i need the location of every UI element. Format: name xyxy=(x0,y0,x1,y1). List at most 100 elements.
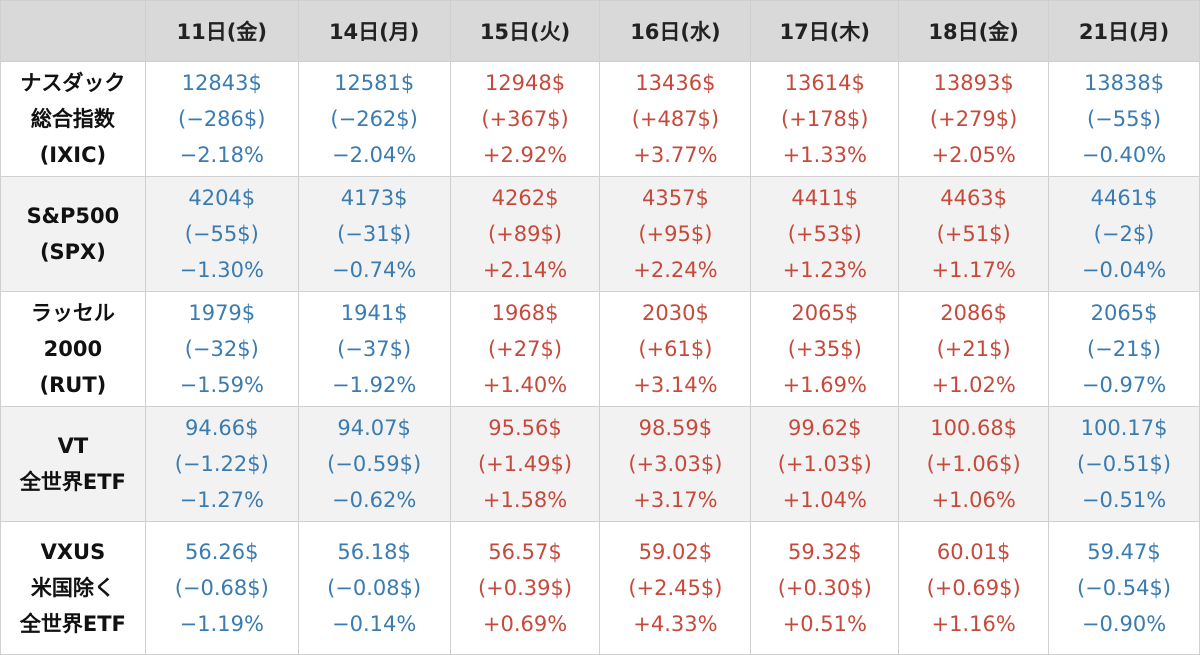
change-percent: +4.33% xyxy=(633,612,718,636)
change-value: (+1.03$) xyxy=(777,452,872,476)
row-label-line: (SPX) xyxy=(39,240,106,264)
change-value: (+53$) xyxy=(787,222,862,246)
column-header: 18日(金) xyxy=(898,0,1050,62)
column-header: 11日(金) xyxy=(144,0,299,62)
data-cell: 95.56$ (+1.49$) +1.58% xyxy=(449,406,601,522)
change-value: (−55$) xyxy=(184,222,259,246)
change-value: (−0.51$) xyxy=(1076,452,1172,476)
price-value: 95.56$ xyxy=(488,416,562,440)
row-label-line: 総合指数 xyxy=(30,107,115,131)
price-value: 4262$ xyxy=(491,186,559,210)
change-value: (+89$) xyxy=(487,222,563,246)
price-value: 94.66$ xyxy=(185,416,259,440)
row-label-line: 全世界ETF xyxy=(19,612,126,636)
price-value: 12581$ xyxy=(334,71,415,95)
data-cell: 12843$ (−286$) −2.18% xyxy=(144,61,299,177)
price-value: 94.07$ xyxy=(337,416,411,440)
change-value: (+0.69$) xyxy=(926,576,1021,600)
table-row-nasdaq: ナスダック 総合指数 (IXIC) 12843$ (−286$) −2.18% 12… xyxy=(0,61,1200,177)
table-row-vt: VT 全世界ETF 94.66$ (−1.22$) −1.27% 94.07$ (−0… xyxy=(0,406,1200,522)
data-cell: 1979$ (−32$) −1.59% xyxy=(144,291,299,407)
data-cell: 2030$ (+61$) +3.14% xyxy=(599,291,752,407)
price-value: 1968$ xyxy=(491,301,559,325)
change-percent: +1.69% xyxy=(782,373,867,397)
column-header: 14日(月) xyxy=(297,0,451,62)
change-percent: +0.51% xyxy=(782,612,867,636)
change-percent: +0.69% xyxy=(482,612,568,636)
price-value: 4357$ xyxy=(642,186,709,210)
change-percent: −1.92% xyxy=(331,373,417,397)
change-value: (−0.54$) xyxy=(1076,576,1172,600)
price-value: 13614$ xyxy=(784,71,865,95)
change-value: (−31$) xyxy=(337,222,412,246)
data-cell: 56.57$ (+0.39$) +0.69% xyxy=(449,521,601,655)
change-percent: −1.27% xyxy=(179,488,264,512)
change-value: (+0.30$) xyxy=(777,576,872,600)
data-cell: 59.32$ (+0.30$) +0.51% xyxy=(750,521,900,655)
price-value: 12948$ xyxy=(484,71,566,95)
change-percent: +1.40% xyxy=(482,373,568,397)
row-label: VXUS 米国除く 全世界ETF xyxy=(0,521,146,655)
price-value: 4463$ xyxy=(940,186,1008,210)
change-percent: +1.58% xyxy=(482,488,568,512)
data-cell: 13614$ (+178$) +1.33% xyxy=(750,61,900,177)
column-header: 15日(火) xyxy=(449,0,601,62)
price-value: 60.01$ xyxy=(936,540,1011,564)
price-value: 4461$ xyxy=(1090,186,1158,210)
change-value: (−0.68$) xyxy=(174,576,269,600)
change-value: (+3.03$) xyxy=(628,452,723,476)
price-value: 13436$ xyxy=(635,71,716,95)
data-cell: 2065$ (+35$) +1.69% xyxy=(750,291,900,407)
change-value: (+279$) xyxy=(929,107,1018,131)
data-cell: 56.18$ (−0.08$) −0.14% xyxy=(297,521,451,655)
data-cell: 4411$ (+53$) +1.23% xyxy=(750,176,900,292)
row-label-line: 全世界ETF xyxy=(19,470,126,494)
data-cell: 1941$ (−37$) −1.92% xyxy=(297,291,451,407)
change-value: (+1.49$) xyxy=(477,452,573,476)
price-value: 2065$ xyxy=(1090,301,1158,325)
change-value: (+35$) xyxy=(787,337,862,361)
data-cell: 2065$ (−21$) −0.97% xyxy=(1048,291,1200,407)
price-value: 2086$ xyxy=(940,301,1008,325)
data-cell: 59.47$ (−0.54$) −0.90% xyxy=(1048,521,1200,655)
price-value: 56.26$ xyxy=(185,540,259,564)
price-value: 13838$ xyxy=(1083,71,1165,95)
data-cell: 12948$ (+367$) +2.92% xyxy=(449,61,601,177)
price-value: 13893$ xyxy=(933,71,1014,95)
price-value: 1941$ xyxy=(340,301,408,325)
change-percent: +1.04% xyxy=(782,488,867,512)
change-percent: +3.14% xyxy=(633,373,718,397)
row-label-line: S&P500 xyxy=(26,204,120,228)
data-cell: 4357$ (+95$) +2.24% xyxy=(599,176,752,292)
change-percent: −0.62% xyxy=(331,488,417,512)
change-percent: −0.97% xyxy=(1081,373,1167,397)
change-percent: +1.17% xyxy=(931,258,1016,282)
change-percent: −0.14% xyxy=(331,612,417,636)
change-percent: −1.59% xyxy=(179,373,264,397)
change-value: (−0.59$) xyxy=(327,452,422,476)
change-percent: +2.14% xyxy=(482,258,568,282)
price-value: 100.68$ xyxy=(930,416,1018,440)
change-value: (−286$) xyxy=(178,107,266,131)
change-value: (+0.39$) xyxy=(477,576,573,600)
change-percent: −0.51% xyxy=(1081,488,1167,512)
price-value: 4411$ xyxy=(791,186,859,210)
change-value: (+27$) xyxy=(487,337,563,361)
change-percent: −0.90% xyxy=(1081,612,1167,636)
price-value: 99.62$ xyxy=(788,416,862,440)
row-label: ナスダック 総合指数 (IXIC) xyxy=(0,61,146,177)
price-value: 98.59$ xyxy=(638,416,713,440)
row-label: S&P500 (SPX) xyxy=(0,176,146,292)
price-value: 12843$ xyxy=(181,71,262,95)
price-value: 59.47$ xyxy=(1087,540,1161,564)
change-value: (+1.06$) xyxy=(926,452,1021,476)
row-label-line: 2000 xyxy=(43,337,103,361)
change-percent: +3.77% xyxy=(633,143,718,167)
data-cell: 4461$ (−2$) −0.04% xyxy=(1048,176,1200,292)
change-value: (+95$) xyxy=(638,222,713,246)
row-label-line: 米国除く xyxy=(30,576,115,600)
data-cell: 94.66$ (−1.22$) −1.27% xyxy=(144,406,299,522)
change-percent: −0.74% xyxy=(331,258,417,282)
column-header: 21日(月) xyxy=(1048,0,1200,62)
change-percent: −1.30% xyxy=(179,258,264,282)
